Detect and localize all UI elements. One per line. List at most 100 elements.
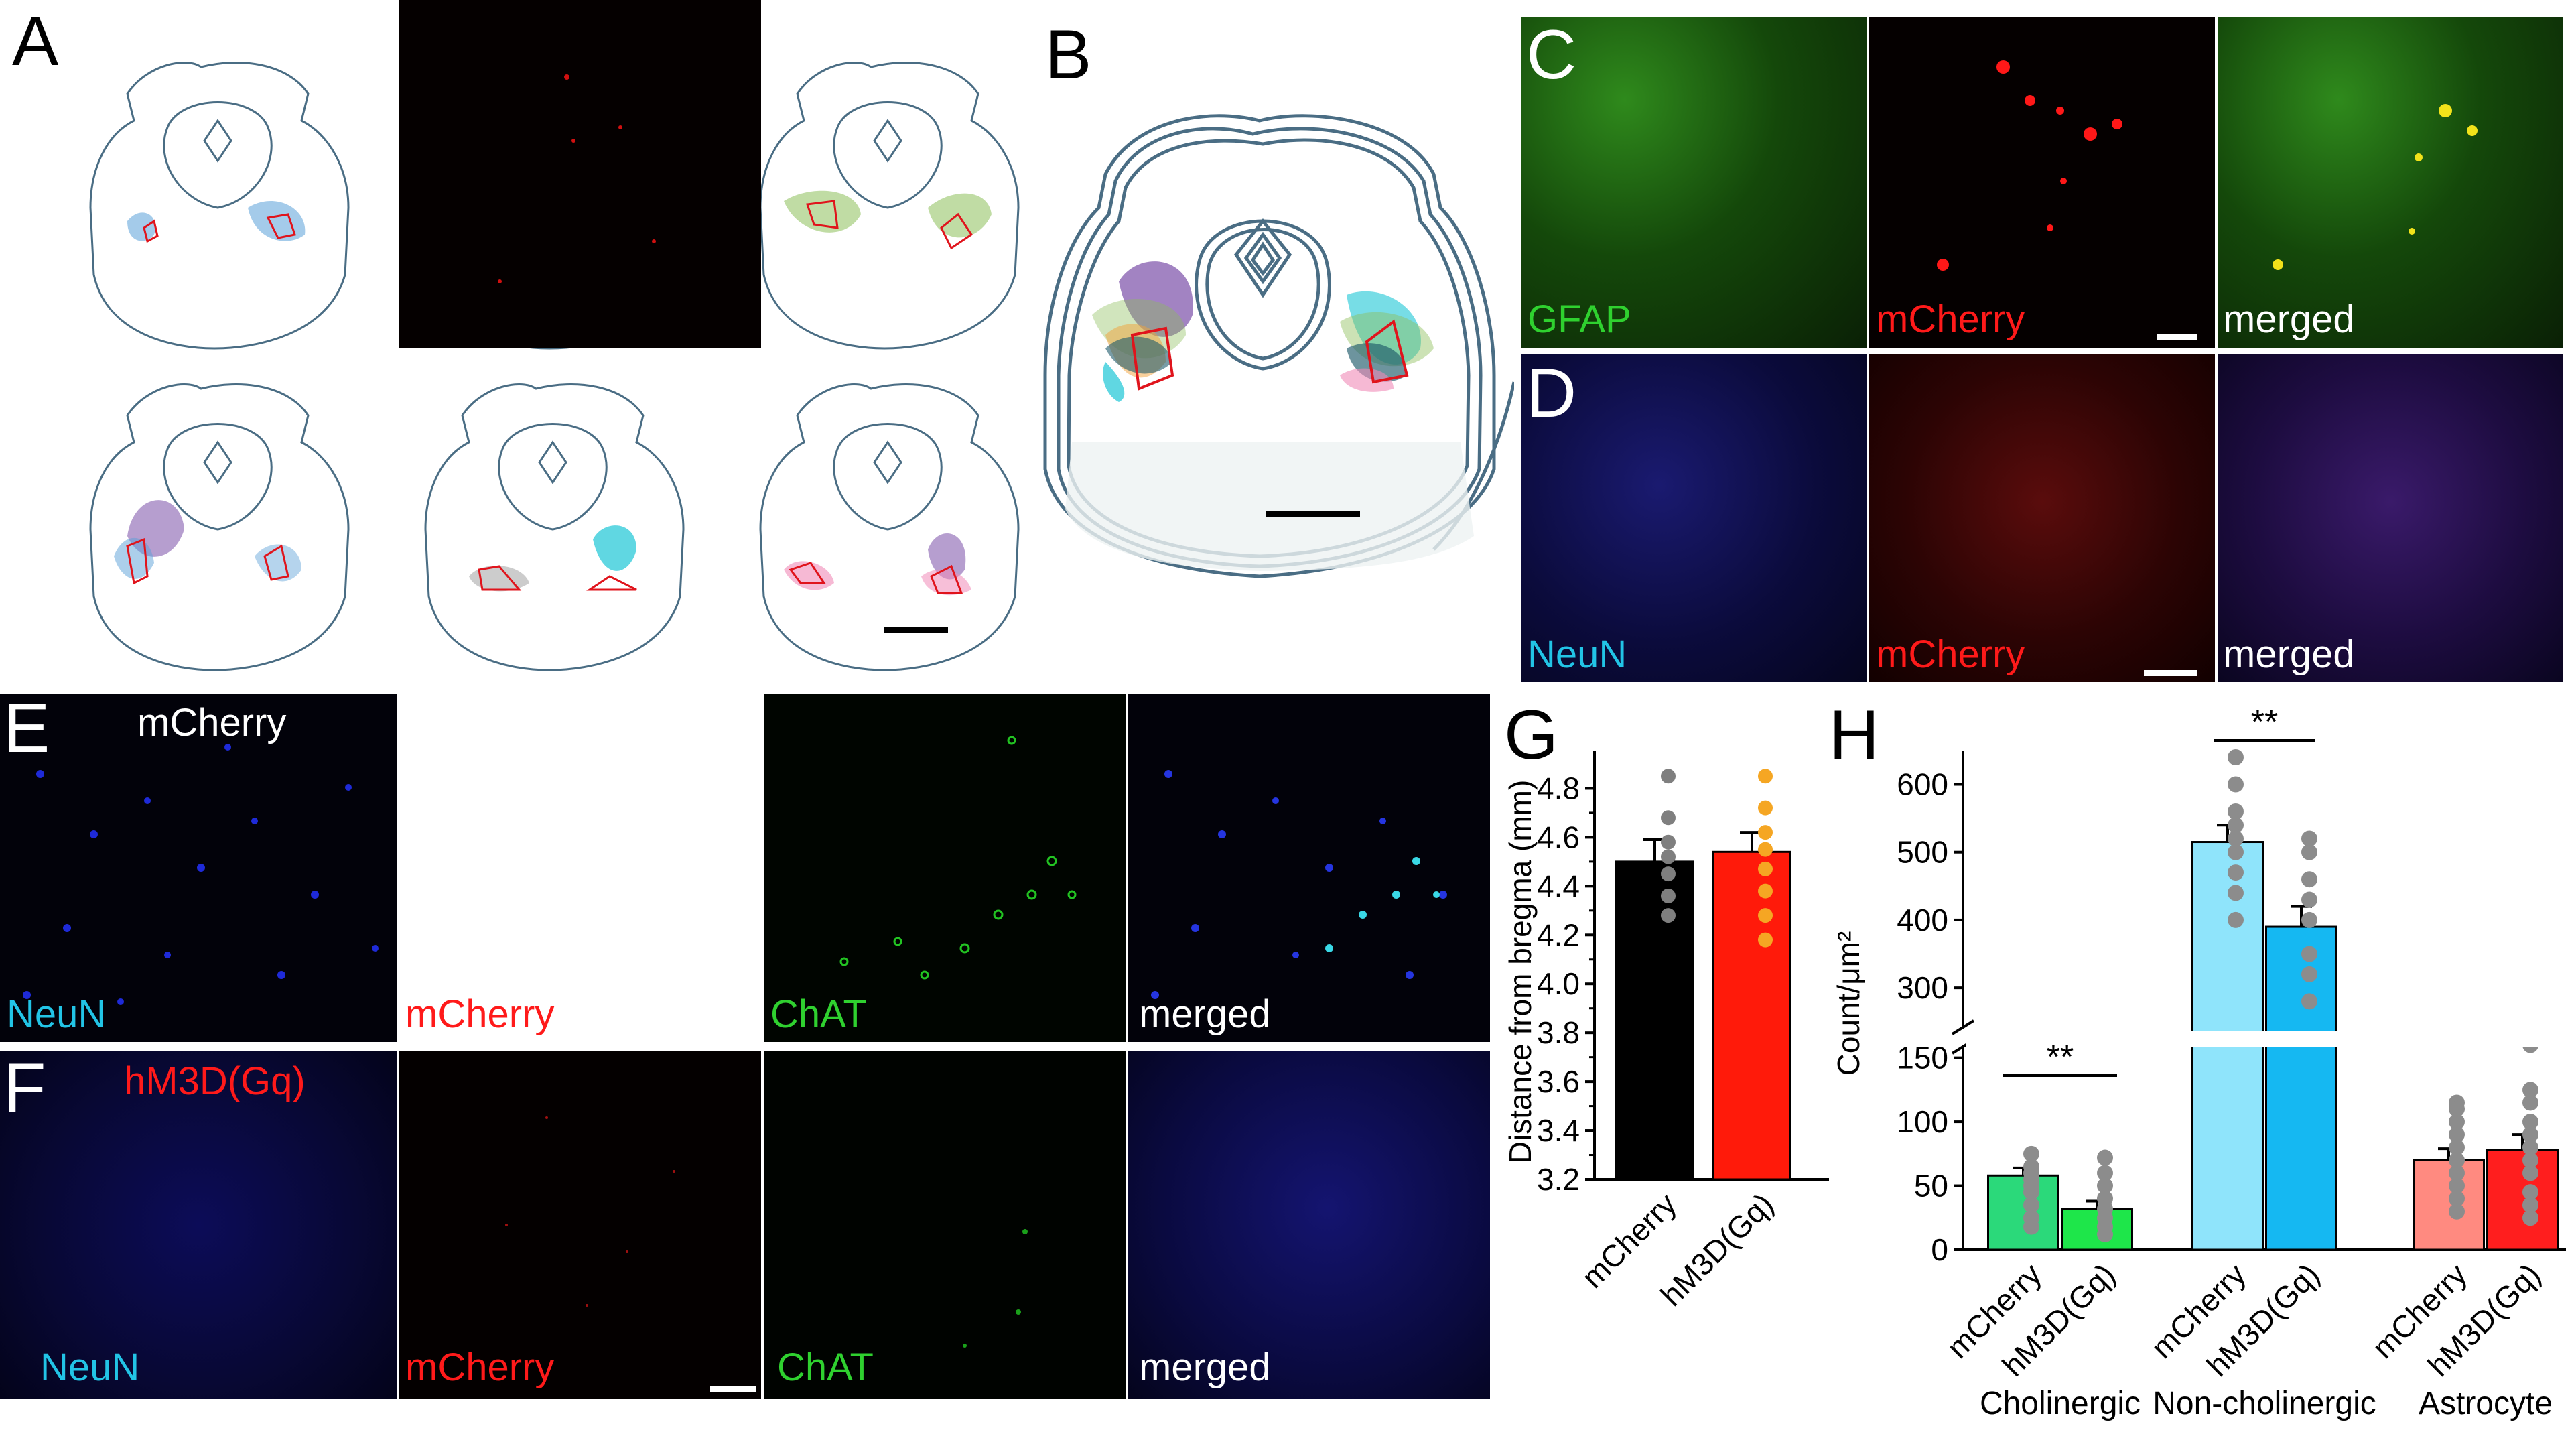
h-data-point — [2228, 864, 2244, 881]
h-data-point — [2228, 830, 2244, 847]
h-data-point — [2449, 1139, 2465, 1156]
g-bar — [1615, 860, 1694, 1181]
h-data-point — [2522, 1082, 2538, 1098]
h-y-tick-label: 50 — [1914, 1169, 1948, 1204]
g-y-tick-label: 3.4 — [1537, 1113, 1580, 1148]
h-bar — [2413, 1159, 2485, 1251]
h-y-axis-label: Count/μm² — [1831, 931, 1866, 1076]
g-y-tick-label: 3.8 — [1537, 1015, 1580, 1050]
panel-c-gfap-image — [1521, 17, 1867, 348]
h-data-point — [2449, 1177, 2465, 1194]
h-group-label: Non-cholinergic — [2153, 1386, 2376, 1421]
g-y-axis-label: Distance from bregma (mm) — [1503, 780, 1538, 1164]
h-bar — [2061, 1208, 2133, 1251]
panel-e-label-neun: NeuN — [7, 992, 107, 1036]
h-data-point — [2228, 749, 2244, 765]
panel-f-scale-bar — [710, 1386, 756, 1392]
h-data-point — [2097, 1149, 2113, 1166]
g-data-point — [1758, 800, 1773, 816]
panel-label-d: D — [1526, 354, 1577, 432]
h-data-point — [2449, 1126, 2465, 1143]
panel-e-label-chat: ChAT — [770, 992, 867, 1036]
g-data-point — [1758, 769, 1773, 784]
h-data-point — [2522, 1165, 2538, 1181]
g-data-point — [1661, 866, 1676, 882]
panel-label-g: G — [1504, 696, 1558, 774]
h-axis-break-band — [1966, 1031, 2569, 1047]
h-y-tick-label: 0 — [1931, 1232, 1948, 1267]
panel-c-label-mcherry: mCherry — [1876, 298, 2025, 341]
h-y-tick-label: 400 — [1897, 903, 1948, 937]
g-data-point — [1661, 769, 1676, 784]
h-significance-label: ** — [2047, 1038, 2074, 1077]
g-data-point — [1758, 842, 1773, 857]
g-y-tick-label: 4.0 — [1537, 966, 1580, 1001]
panel-f-label-mcherry: mCherry — [405, 1346, 555, 1389]
panel-label-c: C — [1526, 16, 1577, 94]
h-data-point — [2097, 1177, 2113, 1194]
g-y-tick-label: 4.8 — [1537, 771, 1580, 805]
h-bar — [2265, 925, 2337, 1251]
h-data-point — [2301, 946, 2317, 962]
g-data-point — [1661, 834, 1676, 850]
h-y-tick-label: 600 — [1897, 767, 1948, 801]
g-y-tick-label: 4.6 — [1537, 820, 1580, 854]
h-y-tick-label: 300 — [1897, 970, 1948, 1005]
h-data-point — [2449, 1203, 2465, 1220]
g-data-point — [1758, 908, 1773, 923]
g-y-tick-label: 3.2 — [1537, 1162, 1580, 1197]
h-data-point — [2023, 1197, 2039, 1214]
panel-e-neun-image — [0, 694, 397, 1042]
h-data-point — [2301, 966, 2317, 982]
panel-d-label-mcherry: mCherry — [1876, 633, 2025, 676]
h-group-label: Cholinergic — [1980, 1386, 2141, 1421]
h-data-point — [2097, 1226, 2113, 1243]
h-data-point — [2449, 1165, 2465, 1181]
h-data-point — [2228, 817, 2244, 834]
g-data-point — [1661, 888, 1676, 903]
h-data-point — [2522, 1094, 2538, 1111]
panel-d-label-neun: NeuN — [1528, 633, 1627, 676]
h-y-tick-label: 100 — [1897, 1104, 1948, 1139]
h-data-point — [2301, 871, 2317, 888]
h-bar — [1987, 1174, 2059, 1251]
panel-label-a: A — [12, 3, 59, 80]
panel-f-chat-image — [764, 1051, 1126, 1399]
h-data-point — [2301, 891, 2317, 908]
panel-f-merged-image — [1128, 1051, 1490, 1399]
h-data-point — [2023, 1184, 2039, 1201]
g-bar — [1712, 850, 1791, 1181]
h-data-point — [2228, 911, 2244, 928]
panel-e-merged-image — [1128, 694, 1490, 1042]
panel-e-mcherry-image — [399, 0, 761, 348]
panel-c-label-gfap: GFAP — [1528, 298, 1631, 341]
g-data-point — [1758, 825, 1773, 840]
h-group-label: Astrocyte — [2419, 1386, 2553, 1421]
g-data-point — [1661, 810, 1676, 826]
h-data-point — [2228, 844, 2244, 860]
panel-e-label-mcherry: mCherry — [405, 992, 555, 1036]
g-data-point — [1758, 883, 1773, 899]
g-y-tick-label: 4.2 — [1537, 917, 1580, 952]
panel-f-label-merged: merged — [1139, 1346, 1271, 1389]
h-data-point — [2522, 1139, 2538, 1156]
panel-e-scale-bar — [710, 1031, 756, 1037]
h-data-point — [2097, 1165, 2113, 1181]
h-y-tick-label: 500 — [1897, 835, 1948, 870]
panel-c-label-merged: merged — [2223, 298, 2355, 341]
h-significance-label: ** — [2251, 703, 2278, 742]
h-data-point — [2449, 1190, 2465, 1207]
panel-c-mcherry-image — [1869, 17, 2215, 348]
h-data-point — [2228, 885, 2244, 901]
h-data-point — [2449, 1114, 2465, 1130]
h-data-point — [2522, 1210, 2538, 1226]
panel-e-chat-image — [764, 694, 1126, 1042]
h-data-point — [2301, 844, 2317, 860]
g-data-point — [1758, 861, 1773, 876]
h-bar — [2486, 1149, 2559, 1251]
h-data-point — [2522, 1126, 2538, 1143]
panel-d-neun-image — [1521, 354, 1867, 682]
panel-c-merged-image — [2218, 17, 2563, 348]
panel-e-group-label: mCherry — [137, 701, 287, 744]
